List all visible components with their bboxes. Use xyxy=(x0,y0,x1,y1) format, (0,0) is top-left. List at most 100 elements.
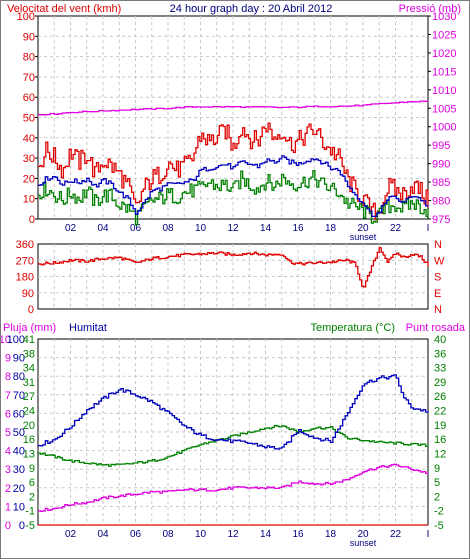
wind-axis-title: Velocitat del vent (kmh) xyxy=(7,3,121,15)
wind-x-tick-label: 02 xyxy=(65,223,77,234)
rain-y-tick-label: 10 xyxy=(1,334,11,346)
humidity-x-tick-label: 22 xyxy=(390,529,402,540)
direction-compass-label: N xyxy=(434,304,442,316)
rain-y-tick-label: 6 xyxy=(5,408,11,420)
temp-y-tick-label: 38 xyxy=(23,348,35,360)
temp-y-tick-label: 31 xyxy=(23,377,35,389)
pressure-y-tick-label: 1015 xyxy=(432,66,456,78)
wind-y-tick-label: 50 xyxy=(23,113,35,125)
pressure-y-tick-label: 1020 xyxy=(432,48,456,60)
pressure-y-tick-label: 985 xyxy=(432,177,450,189)
temp-y-tick-label: 6 xyxy=(29,477,35,489)
humidity-x-tick-label: 16 xyxy=(292,529,304,540)
humidity-x-tick-label: 06 xyxy=(130,529,142,540)
temperature-axis-title: Temperatura (°C) xyxy=(311,322,395,334)
pressure-y-tick-label: 1005 xyxy=(432,103,456,115)
humidity-y-tick-label: 80 xyxy=(13,371,25,383)
pressure-y-tick-label: 1010 xyxy=(432,85,456,97)
wind-y-tick-label: 60 xyxy=(23,92,35,104)
temp-right-y-tick-label: -5 xyxy=(434,520,444,532)
rain-y-tick-label: 2 xyxy=(5,483,11,495)
pressure-y-tick-label: 1030 xyxy=(432,11,456,23)
humidity-y-tick-label: 90 xyxy=(13,353,25,365)
temp-right-y-tick-label: -2 xyxy=(434,506,444,518)
direction-y-tick-label: 0 xyxy=(28,304,34,316)
wind-min-series-line xyxy=(38,170,429,226)
humidity-x-tick-label: 14 xyxy=(260,529,272,540)
direction-y-tick-label: 90 xyxy=(22,288,34,300)
humidity-y-tick-label: 60 xyxy=(13,408,25,420)
temp-right-y-tick-label: 36 xyxy=(434,348,446,360)
wind-x-tick-label: 04 xyxy=(97,223,109,234)
humidity-x-tick-label: 18 xyxy=(325,529,337,540)
rain-y-tick-label: 8 xyxy=(5,371,11,383)
direction-y-tick-label: 270 xyxy=(16,255,34,267)
humidity-y-tick-label: 10 xyxy=(13,501,25,513)
wind-y-tick-label: 80 xyxy=(23,52,35,64)
wind-x-tick-label: I xyxy=(427,223,430,234)
temp-y-tick-label: 13 xyxy=(23,448,35,460)
dewpoint-series-line xyxy=(38,463,429,512)
humidity-y-tick-label: 70 xyxy=(13,390,25,402)
wind-gust-series-line xyxy=(38,122,429,221)
direction-series-line xyxy=(38,247,429,288)
humidity-axis-title: Humitat xyxy=(69,322,107,334)
wind-y-tick-label: 0 xyxy=(29,214,35,226)
humidity-series-line xyxy=(38,374,429,450)
wind-x-tick-label: 14 xyxy=(260,223,272,234)
wind-x-tick-label: 16 xyxy=(292,223,304,234)
temp-y-tick-label: -5 xyxy=(25,520,35,532)
pressure-y-tick-label: 975 xyxy=(432,214,450,226)
direction-compass-label: W xyxy=(434,255,445,267)
wind-x-tick-label: 18 xyxy=(325,223,337,234)
pressure-y-tick-label: 1000 xyxy=(432,122,456,134)
rain-y-tick-label: 9 xyxy=(5,353,11,365)
humidity-y-tick-label: 0 xyxy=(19,520,25,532)
wind-avg-series-line xyxy=(38,155,429,218)
temperature-series-line xyxy=(38,424,429,467)
temp-right-y-tick-label: 29 xyxy=(434,377,446,389)
temp-y-tick-label: 20 xyxy=(23,420,35,432)
temp-right-y-tick-label: 33 xyxy=(434,363,446,375)
direction-compass-label: E xyxy=(434,288,441,300)
temp-y-tick-label: 27 xyxy=(23,391,35,403)
direction-y-tick-label: 360 xyxy=(16,239,34,251)
humidity-y-tick-label: 50 xyxy=(13,427,25,439)
wind-y-tick-label: 30 xyxy=(23,153,35,165)
pressure-y-tick-label: 995 xyxy=(432,140,450,152)
wind-y-tick-label: 40 xyxy=(23,133,35,145)
wind-y-tick-label: 70 xyxy=(23,72,35,84)
humidity-sunset-label: sunset xyxy=(350,538,377,548)
wind-y-tick-label: 100 xyxy=(17,11,35,23)
temp-right-y-tick-label: 5 xyxy=(434,477,440,489)
temp-y-tick-label: 2 xyxy=(29,491,35,503)
temp-y-tick-label: -1 xyxy=(25,506,35,518)
temp-right-y-tick-label: 9 xyxy=(434,463,440,475)
pressure-y-tick-label: 990 xyxy=(432,159,450,171)
humidity-x-tick-label: 10 xyxy=(195,529,207,540)
humidity-x-tick-label: I xyxy=(427,529,430,540)
temp-right-y-tick-label: 2 xyxy=(434,491,440,503)
wind-x-tick-label: 08 xyxy=(162,223,174,234)
humidity-x-tick-label: 20 xyxy=(357,529,369,540)
wind-y-tick-label: 90 xyxy=(23,31,35,43)
pressure-series-line xyxy=(38,100,429,116)
humidity-y-tick-label: 100 xyxy=(7,334,25,346)
direction-compass-label: N xyxy=(434,239,442,251)
rain-y-tick-label: 1 xyxy=(5,501,11,513)
wind-y-tick-label: 10 xyxy=(23,194,35,206)
temp-right-y-tick-label: 19 xyxy=(434,420,446,432)
temp-right-y-tick-label: 12 xyxy=(434,448,446,460)
temp-right-y-tick-label: 40 xyxy=(434,334,446,346)
wind-chart-title: 24 hour graph day : 20 Abril 2012 xyxy=(170,3,333,15)
pressure-axis-title: Pressió (mb) xyxy=(399,3,461,15)
pressure-y-tick-label: 980 xyxy=(432,196,450,208)
humidity-y-tick-label: 40 xyxy=(13,446,25,458)
temp-right-y-tick-label: 26 xyxy=(434,391,446,403)
humidity-x-tick-label: 04 xyxy=(97,529,109,540)
humidity-x-tick-label: 12 xyxy=(227,529,239,540)
direction-compass-label: S xyxy=(434,272,441,284)
temp-y-tick-label: 16 xyxy=(23,434,35,446)
humidity-y-tick-label: 20 xyxy=(13,483,25,495)
